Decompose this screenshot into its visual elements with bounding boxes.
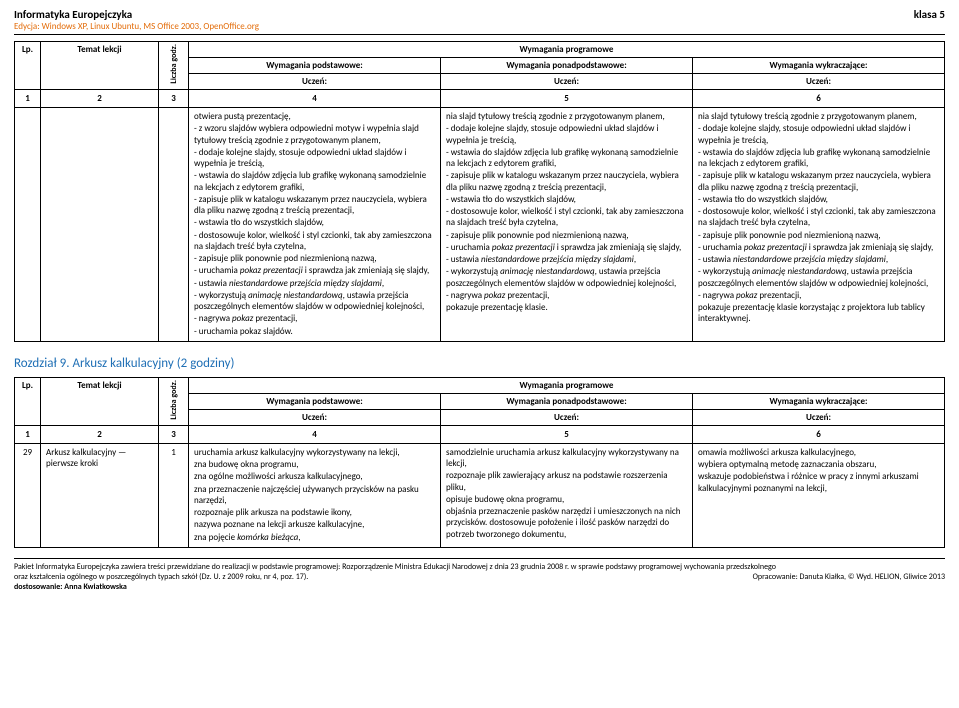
cell-wykr: omawia możliwości arkusza kalkulacyjnego…	[693, 443, 945, 547]
cell-podstawowe: otwiera pustą prezentację,- z wzoru slaj…	[189, 108, 441, 342]
cell-temat: Arkusz kalkulacyjny — pierwsze kroki	[41, 443, 159, 547]
th-podstawowe: Wymagania podstawowe:	[189, 58, 441, 74]
th-ponad: Wymagania ponadpodstawowe:	[441, 393, 693, 409]
cell-ponad: samodzielnie uruchamia arkusz kalkulacyj…	[441, 443, 693, 547]
th-uczen: Uczeń:	[693, 409, 945, 425]
cell-wykr: nia slajd tytułowy treścią zgodnie z prz…	[693, 108, 945, 342]
footer-line-1: Pakiet Informatyka Europejczyka zawiera …	[14, 562, 945, 572]
page-footer: Pakiet Informatyka Europejczyka zawiera …	[14, 558, 945, 592]
th-wykr: Wymagania wykraczające:	[693, 393, 945, 409]
table-row: otwiera pustą prezentację,- z wzoru slaj…	[15, 108, 945, 342]
table-number-row: 1 2 3 4 5 6	[15, 425, 945, 443]
th-uczen: Uczeń:	[189, 409, 441, 425]
th-liczba: Liczba godz.	[159, 377, 189, 425]
footer-right: Opracowanie: Danuta Kiałka, © Wyd. HELIO…	[753, 572, 945, 582]
th-uczen: Uczeń:	[441, 74, 693, 90]
th-uczen: Uczeń:	[693, 74, 945, 90]
th-wymagania: Wymagania programowe	[189, 377, 945, 393]
page-header: Informatyka Europejczyka Edycja: Windows…	[14, 8, 945, 32]
th-uczen: Uczeń:	[441, 409, 693, 425]
klasa-label: klasa 5	[914, 8, 945, 21]
th-temat: Temat lekcji	[41, 42, 159, 90]
table-row: 29 Arkusz kalkulacyjny — pierwsze kroki …	[15, 443, 945, 547]
table-header-row: Lp. Temat lekcji Liczba godz. Wymagania …	[15, 42, 945, 58]
th-wymagania: Wymagania programowe	[189, 42, 945, 58]
th-uczen: Uczeń:	[189, 74, 441, 90]
doc-subtitle: Edycja: Windows XP, Linux Ubuntu, MS Off…	[14, 21, 259, 32]
cell-godz: 1	[159, 443, 189, 547]
doc-title: Informatyka Europejczyka	[14, 8, 259, 21]
th-lp: Lp.	[15, 42, 41, 90]
th-liczba: Liczba godz.	[159, 42, 189, 90]
th-ponad: Wymagania ponadpodstawowe:	[441, 58, 693, 74]
cell-podstawowe: uruchamia arkusz kalkulacyjny wykorzysty…	[189, 443, 441, 547]
cell-temat	[41, 108, 159, 342]
cell-lp	[15, 108, 41, 342]
requirements-table-1: Lp. Temat lekcji Liczba godz. Wymagania …	[14, 41, 945, 342]
cell-ponad: nia slajd tytułowy treścią zgodnie z prz…	[441, 108, 693, 342]
top-rule	[14, 34, 945, 35]
th-lp: Lp.	[15, 377, 41, 425]
th-temat: Temat lekcji	[41, 377, 159, 425]
cell-lp: 29	[15, 443, 41, 547]
th-podstawowe: Wymagania podstawowe:	[189, 393, 441, 409]
table-header-row: Lp. Temat lekcji Liczba godz. Wymagania …	[15, 377, 945, 393]
table-number-row: 1 2 3 4 5 6	[15, 90, 945, 108]
cell-godz	[159, 108, 189, 342]
footer-line-3: dostosowanie: Anna Kwiatkowska	[14, 582, 945, 592]
requirements-table-2: Lp. Temat lekcji Liczba godz. Wymagania …	[14, 377, 945, 548]
footer-line-2: oraz kształcenia ogólnego w poszczególny…	[14, 572, 308, 582]
th-wykr: Wymagania wykraczające:	[693, 58, 945, 74]
section-9-title: Rozdział 9. Arkusz kalkulacyjny (2 godzi…	[14, 356, 945, 371]
